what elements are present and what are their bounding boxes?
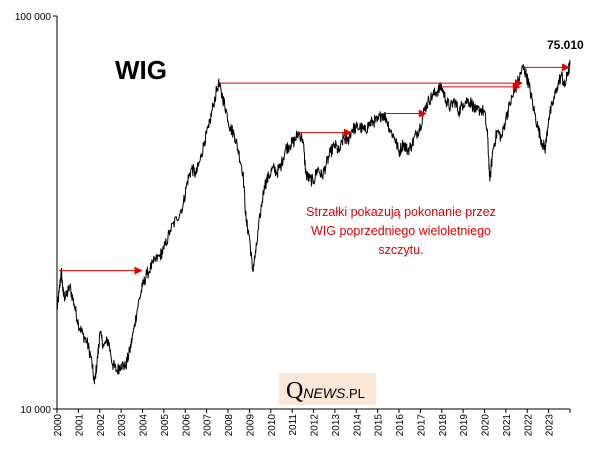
logo-news: NEWS xyxy=(303,385,346,401)
arrow-head xyxy=(343,128,352,137)
x-tick-label: 2018 xyxy=(438,414,449,437)
y-tick-label: 10 000 xyxy=(20,405,51,416)
x-tick-label: 2003 xyxy=(117,414,128,437)
x-tick-label: 2009 xyxy=(245,414,256,437)
arrow-head xyxy=(512,82,521,91)
x-tick-label: 2000 xyxy=(53,414,64,437)
y-tick-labels: 100 000 10 000 xyxy=(15,12,57,416)
breakout-arrow xyxy=(298,128,352,137)
annotation-line-1: Strzałki pokazują pokonanie przez xyxy=(306,205,496,219)
x-tick-labels: 2000 2001 2002 2003 2004 2005 2006 2007 2008 2009… xyxy=(53,409,571,437)
arrow-head xyxy=(562,63,570,72)
x-tick-label: 2020 xyxy=(481,414,492,437)
series-layer xyxy=(56,60,571,385)
x-tick-label: 2015 xyxy=(374,414,385,437)
x-tick-label: 2004 xyxy=(139,414,150,437)
x-tick-label: 2010 xyxy=(267,414,278,437)
x-tick-label: 2011 xyxy=(288,414,299,436)
breakout-arrow xyxy=(381,109,427,118)
x-tick-label: 2014 xyxy=(352,414,363,437)
x-tick-label: 2022 xyxy=(523,414,534,437)
x-tick-label: 2016 xyxy=(395,414,406,437)
chart-title: WIG xyxy=(115,55,167,85)
x-tick-label: 2005 xyxy=(160,414,171,437)
x-tick-label: 2017 xyxy=(416,414,427,437)
x-tick-label: 2019 xyxy=(459,414,470,437)
breakout-arrow xyxy=(59,266,143,275)
breakout-arrow xyxy=(441,82,521,91)
annotation-line-2: WIG poprzedniego wieloletniego xyxy=(311,224,491,238)
qnews-logo: QNEWS.PL xyxy=(279,373,376,405)
series-line-wig xyxy=(56,60,571,385)
logo-q: Q xyxy=(286,378,303,404)
x-tick-label: 2023 xyxy=(545,414,556,437)
x-tick-label: 2021 xyxy=(502,414,513,437)
x-tick-label: 2008 xyxy=(224,414,235,437)
x-tick-label: 2007 xyxy=(203,414,214,437)
breakout-arrow xyxy=(522,63,570,72)
x-tick-label: 2013 xyxy=(331,414,342,437)
arrow-head xyxy=(418,109,427,118)
annotation-line-3: szczytu. xyxy=(378,243,423,257)
arrow-layer xyxy=(59,63,570,275)
end-value-label: 75.010 xyxy=(547,38,584,52)
logo-pl: .PL xyxy=(345,386,365,401)
x-tick-label: 2012 xyxy=(310,414,321,437)
x-tick-label: 2002 xyxy=(96,414,107,437)
logo-background xyxy=(279,373,376,405)
logo-text: QNEWS.PL xyxy=(286,378,365,404)
x-tick-label: 2006 xyxy=(181,414,192,437)
arrow-head xyxy=(134,266,143,275)
y-tick-label: 100 000 xyxy=(15,12,52,23)
x-tick-label: 2001 xyxy=(74,414,85,437)
annotation: Strzałki pokazują pokonanie przez WIG po… xyxy=(306,205,496,257)
